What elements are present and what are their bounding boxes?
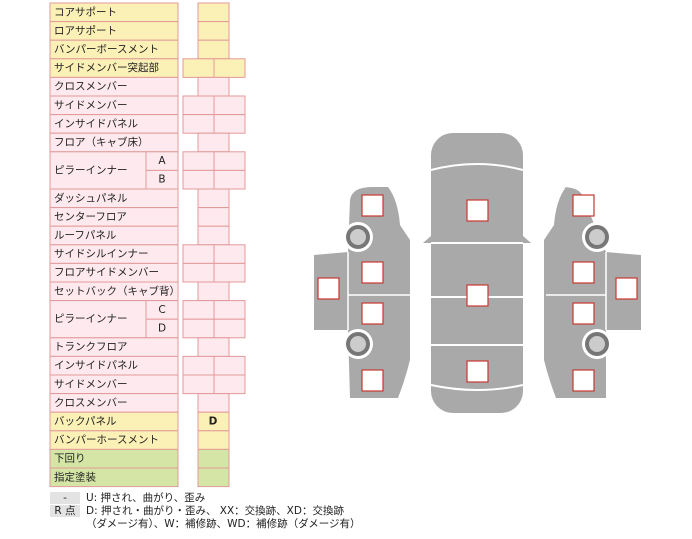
check-cell	[213, 58, 246, 78]
sub-label: B	[158, 174, 165, 186]
row-label: サイドメンバー	[54, 378, 128, 390]
sub-label: A	[158, 155, 166, 167]
check-cell	[197, 188, 230, 209]
damage-mark: D	[209, 416, 218, 428]
row-label: センターフロア	[54, 211, 127, 223]
check-cell	[182, 244, 215, 264]
check-cell	[213, 300, 246, 320]
row-label: バンパーボースメント	[54, 44, 159, 56]
row-label: クロスメンバー	[54, 81, 128, 93]
row-label: サイドシルインナー	[54, 248, 149, 260]
row-label: ルーフパネル	[54, 230, 116, 242]
check-cell	[213, 355, 246, 376]
check-cell	[213, 318, 246, 339]
check-cell	[213, 169, 246, 190]
check-boxes	[317, 194, 638, 392]
row-label: ピラーインナー	[54, 313, 128, 325]
legend-text: D: 押され・曲がり・歪み、 XX：交換跡、XD：交換跡	[86, 504, 344, 517]
row-label: フロア（キャブ床）	[54, 136, 149, 149]
legend-key-box	[50, 505, 80, 517]
check-cell	[182, 114, 215, 134]
check-cell	[197, 430, 230, 450]
check-cell	[197, 76, 230, 97]
check-cell	[197, 225, 230, 246]
row-label: インサイドパネル	[54, 118, 138, 130]
check-cell	[197, 393, 230, 413]
row-label: ピラーインナー	[54, 164, 128, 176]
check-cell	[182, 95, 215, 116]
mirror-line	[423, 236, 531, 243]
row-label: セットバック（キャブ背）	[54, 284, 180, 297]
row-label-cell	[49, 300, 147, 339]
row-label: インサイドパネル	[54, 360, 138, 372]
check-cell	[197, 39, 230, 60]
check-cell	[197, 207, 230, 227]
check-cell	[197, 21, 230, 41]
row-label: バックパネル	[54, 416, 116, 428]
row-label: クロスメンバー	[54, 397, 128, 409]
legend-key: R 点	[54, 505, 75, 517]
check-cell	[213, 374, 246, 395]
check-cell	[197, 132, 230, 153]
check-cell	[182, 300, 215, 320]
row-label: サイドメンバー突起部	[54, 61, 159, 74]
row-label: サイドメンバー	[54, 99, 128, 111]
check-cell	[182, 58, 215, 78]
row-label: フロアサイドメンバー	[54, 267, 159, 279]
row-label-cell	[49, 467, 179, 488]
car-right-side	[544, 187, 641, 398]
row-label: トランクフロア	[54, 341, 128, 353]
row-label: 下回り	[54, 453, 86, 465]
sub-label: D	[158, 323, 166, 335]
car-left-side	[314, 187, 410, 398]
car-top-view	[431, 133, 523, 413]
damage-table: コアサポートロアサポートバンパーボースメントサイドメンバー突起部クロスメンバーサ…	[49, 2, 246, 488]
legend: - U: 押され、曲がり、歪み R 点 D: 押され・曲がり・歪み、 XX：交換跡、X…	[50, 491, 361, 530]
check-cell	[213, 95, 246, 116]
legend-key: -	[63, 492, 67, 504]
check-cell	[213, 114, 246, 134]
legend-key-box	[50, 492, 80, 504]
legend-text: （ダメージ有）、W：補修跡、WD：補修跡（ダメージ有）	[86, 517, 361, 530]
row-label: ダッシュパネル	[54, 191, 128, 204]
row-label: バンパーホースメント	[54, 434, 159, 446]
check-cell	[182, 374, 215, 395]
check-cell	[213, 151, 246, 171]
sub-label: C	[158, 304, 165, 316]
check-cell	[197, 337, 230, 357]
check-cell	[197, 2, 230, 23]
check-cell	[182, 169, 215, 190]
wheels	[343, 222, 612, 359]
check-cell	[197, 281, 230, 302]
check-cell	[213, 262, 246, 283]
row-label: 指定塗装	[54, 470, 96, 483]
check-cell	[197, 448, 230, 469]
check-cell	[182, 318, 215, 339]
check-cell	[197, 467, 230, 488]
row-label-cell	[49, 151, 147, 190]
row-label: コアサポート	[54, 6, 117, 18]
row-label: ロアサポート	[54, 25, 117, 37]
check-cell	[182, 262, 215, 283]
legend-text: U: 押され、曲がり、歪み	[86, 491, 205, 504]
car-diagram	[314, 133, 641, 413]
check-cell	[182, 151, 215, 171]
check-cell	[213, 244, 246, 264]
check-cell	[182, 355, 215, 376]
